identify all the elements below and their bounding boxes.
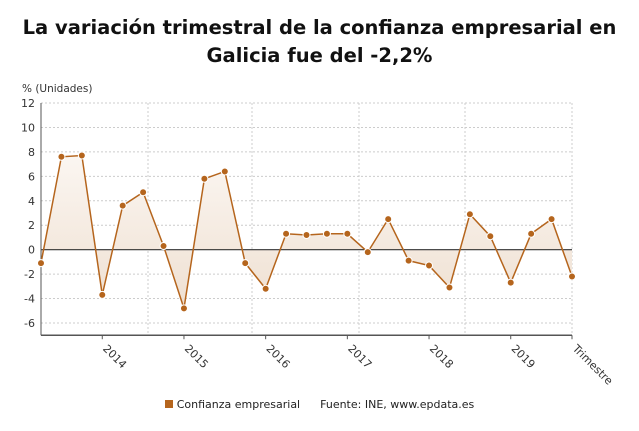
y-tick-label: 6 bbox=[28, 170, 35, 183]
source-text: Fuente: INE, www.epdata.es bbox=[320, 398, 475, 411]
chart-title: La variación trimestral de la confianza … bbox=[22, 16, 617, 67]
x-tick-label: 2019 bbox=[509, 342, 538, 371]
x-tick-label: 2014 bbox=[100, 342, 129, 371]
x-tick-label: 2015 bbox=[182, 342, 211, 371]
data-point bbox=[220, 167, 229, 176]
y-tick-label: -6 bbox=[24, 317, 35, 330]
y-tick-label: -2 bbox=[24, 268, 35, 281]
legend-series-label: Confianza empresarial bbox=[176, 398, 301, 411]
y-tick-label: 0 bbox=[28, 244, 35, 257]
x-tick-label: 2018 bbox=[427, 342, 456, 371]
legend: Confianza empresarial Fuente: INE, www.ep… bbox=[0, 398, 639, 411]
data-point bbox=[404, 256, 413, 265]
data-point bbox=[465, 210, 474, 219]
data-point bbox=[139, 188, 148, 197]
data-point bbox=[568, 272, 576, 281]
data-point bbox=[37, 259, 45, 268]
data-point bbox=[77, 151, 86, 160]
series-area bbox=[41, 155, 572, 309]
data-point bbox=[57, 152, 66, 161]
data-point bbox=[527, 229, 536, 238]
data-point bbox=[261, 284, 270, 293]
x-tick-label: Trimestre bbox=[569, 341, 615, 387]
data-point bbox=[425, 261, 434, 270]
data-point bbox=[98, 290, 107, 299]
data-point bbox=[547, 215, 556, 224]
data-point bbox=[118, 201, 127, 210]
y-tick-label: 12 bbox=[21, 97, 35, 110]
y-tick-label: -4 bbox=[24, 293, 35, 306]
y-tick-label: 4 bbox=[28, 195, 35, 208]
data-point bbox=[486, 232, 495, 241]
y-tick-label: 10 bbox=[21, 121, 35, 134]
data-point bbox=[179, 304, 188, 313]
x-tick-label: 2017 bbox=[345, 342, 374, 371]
data-point bbox=[445, 283, 454, 292]
data-point bbox=[241, 259, 250, 268]
data-point bbox=[343, 229, 352, 238]
y-axis-label: % (Unidades) bbox=[22, 83, 93, 95]
data-point bbox=[363, 248, 372, 257]
data-point bbox=[506, 278, 515, 287]
y-tick-label: 8 bbox=[28, 146, 35, 159]
data-point bbox=[159, 242, 168, 250]
data-point bbox=[200, 174, 209, 183]
legend-swatch bbox=[164, 400, 173, 408]
data-point bbox=[322, 229, 331, 238]
data-point bbox=[282, 229, 291, 238]
x-tick-label: 2016 bbox=[264, 342, 293, 371]
data-point bbox=[302, 231, 311, 239]
y-tick-label: 2 bbox=[28, 219, 35, 232]
data-point bbox=[384, 215, 393, 224]
